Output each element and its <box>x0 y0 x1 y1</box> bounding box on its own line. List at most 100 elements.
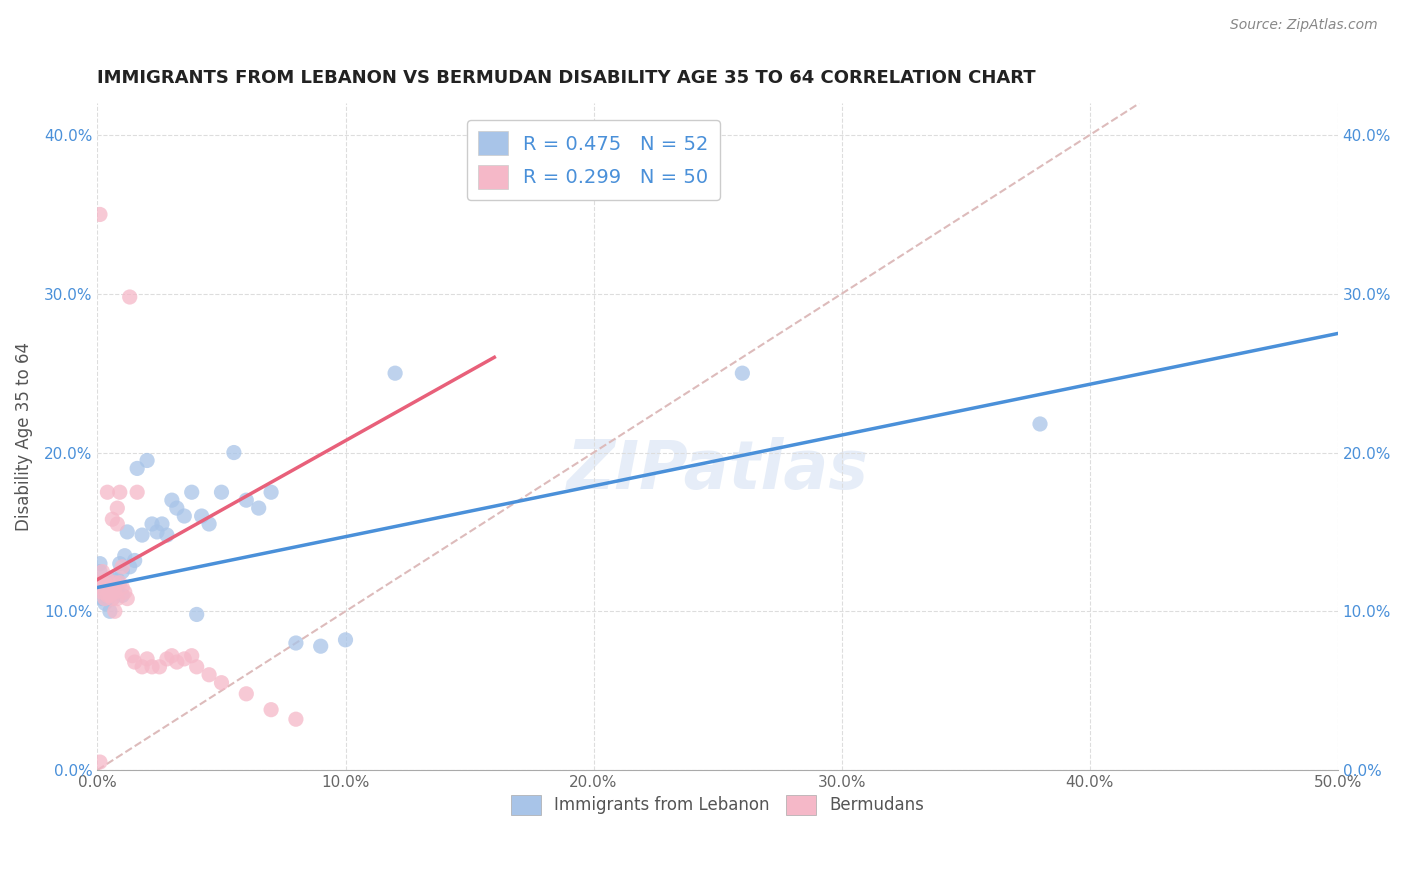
Point <box>101 512 124 526</box>
Point <box>222 445 245 459</box>
Point <box>131 660 153 674</box>
Point <box>211 675 233 690</box>
Point <box>136 453 159 467</box>
Point <box>91 575 114 590</box>
Point <box>173 652 195 666</box>
Point <box>104 585 127 599</box>
Point <box>121 648 143 663</box>
Text: ZIPatlas: ZIPatlas <box>567 437 869 503</box>
Point <box>1029 417 1052 431</box>
Point <box>136 652 159 666</box>
Point <box>98 588 121 602</box>
Point <box>89 575 111 590</box>
Point <box>89 755 111 769</box>
Point <box>127 461 149 475</box>
Point <box>166 501 188 516</box>
Point <box>108 575 131 590</box>
Point <box>104 575 127 590</box>
Point <box>247 501 270 516</box>
Point <box>111 559 134 574</box>
Point <box>104 575 127 590</box>
Point <box>115 524 138 539</box>
Point <box>94 596 117 610</box>
Point <box>105 585 128 599</box>
Point <box>309 639 332 653</box>
Point <box>186 660 208 674</box>
Point <box>105 573 128 587</box>
Point <box>166 655 188 669</box>
Point <box>98 581 121 595</box>
Point <box>96 588 118 602</box>
Point <box>96 575 118 590</box>
Text: Source: ZipAtlas.com: Source: ZipAtlas.com <box>1230 18 1378 32</box>
Point <box>190 509 212 524</box>
Point <box>260 485 283 500</box>
Point <box>104 604 127 618</box>
Point <box>89 207 111 221</box>
Point <box>114 549 136 563</box>
Point <box>180 485 202 500</box>
Y-axis label: Disability Age 35 to 64: Disability Age 35 to 64 <box>15 343 32 531</box>
Point <box>731 366 754 380</box>
Point <box>101 591 124 606</box>
Point <box>114 585 136 599</box>
Point <box>211 485 233 500</box>
Point <box>111 581 134 595</box>
Point <box>180 648 202 663</box>
Point <box>101 585 124 599</box>
Point <box>101 573 124 587</box>
Point <box>108 557 131 571</box>
Point <box>89 557 111 571</box>
Point <box>148 660 170 674</box>
Point <box>115 591 138 606</box>
Point <box>108 485 131 500</box>
Point <box>104 585 127 599</box>
Point <box>198 667 221 681</box>
Point <box>96 485 118 500</box>
Point <box>91 575 114 590</box>
Point <box>94 585 117 599</box>
Point <box>235 687 257 701</box>
Point <box>284 712 307 726</box>
Point <box>118 290 141 304</box>
Point <box>186 607 208 622</box>
Point <box>384 366 406 380</box>
Point <box>89 581 111 595</box>
Point <box>284 636 307 650</box>
Point <box>335 632 357 647</box>
Point <box>105 501 128 516</box>
Point <box>235 493 257 508</box>
Point <box>94 575 117 590</box>
Point <box>91 585 114 599</box>
Point <box>91 591 114 606</box>
Text: IMMIGRANTS FROM LEBANON VS BERMUDAN DISABILITY AGE 35 TO 64 CORRELATION CHART: IMMIGRANTS FROM LEBANON VS BERMUDAN DISA… <box>97 69 1036 87</box>
Point <box>89 565 111 579</box>
Point <box>96 573 118 587</box>
Point <box>105 516 128 531</box>
Point <box>127 485 149 500</box>
Point <box>98 581 121 595</box>
Point <box>118 559 141 574</box>
Point <box>156 652 179 666</box>
Point <box>124 553 146 567</box>
Point <box>160 493 183 508</box>
Point <box>173 509 195 524</box>
Point <box>198 516 221 531</box>
Point <box>98 588 121 602</box>
Point <box>96 591 118 606</box>
Point <box>111 588 134 602</box>
Point <box>156 528 179 542</box>
Point <box>111 565 134 579</box>
Point <box>101 591 124 606</box>
Point <box>141 516 163 531</box>
Point <box>124 655 146 669</box>
Point <box>150 516 173 531</box>
Point <box>160 648 183 663</box>
Point <box>146 524 169 539</box>
Point <box>96 588 118 602</box>
Point <box>141 660 163 674</box>
Point <box>105 591 128 606</box>
Point <box>98 581 121 595</box>
Legend: Immigrants from Lebanon, Bermudans: Immigrants from Lebanon, Bermudans <box>503 788 931 822</box>
Point <box>91 565 114 579</box>
